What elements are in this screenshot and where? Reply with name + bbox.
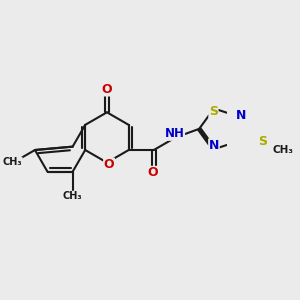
Text: N: N [209, 139, 219, 152]
Text: N: N [236, 109, 247, 122]
Text: CH₃: CH₃ [63, 191, 82, 201]
Text: S: S [209, 105, 218, 118]
Text: O: O [104, 158, 114, 171]
Text: CH₃: CH₃ [273, 145, 294, 155]
Text: O: O [148, 167, 158, 179]
Text: NH: NH [165, 127, 184, 140]
Text: S: S [259, 135, 268, 148]
Text: O: O [102, 83, 112, 96]
Text: CH₃: CH₃ [2, 157, 22, 167]
